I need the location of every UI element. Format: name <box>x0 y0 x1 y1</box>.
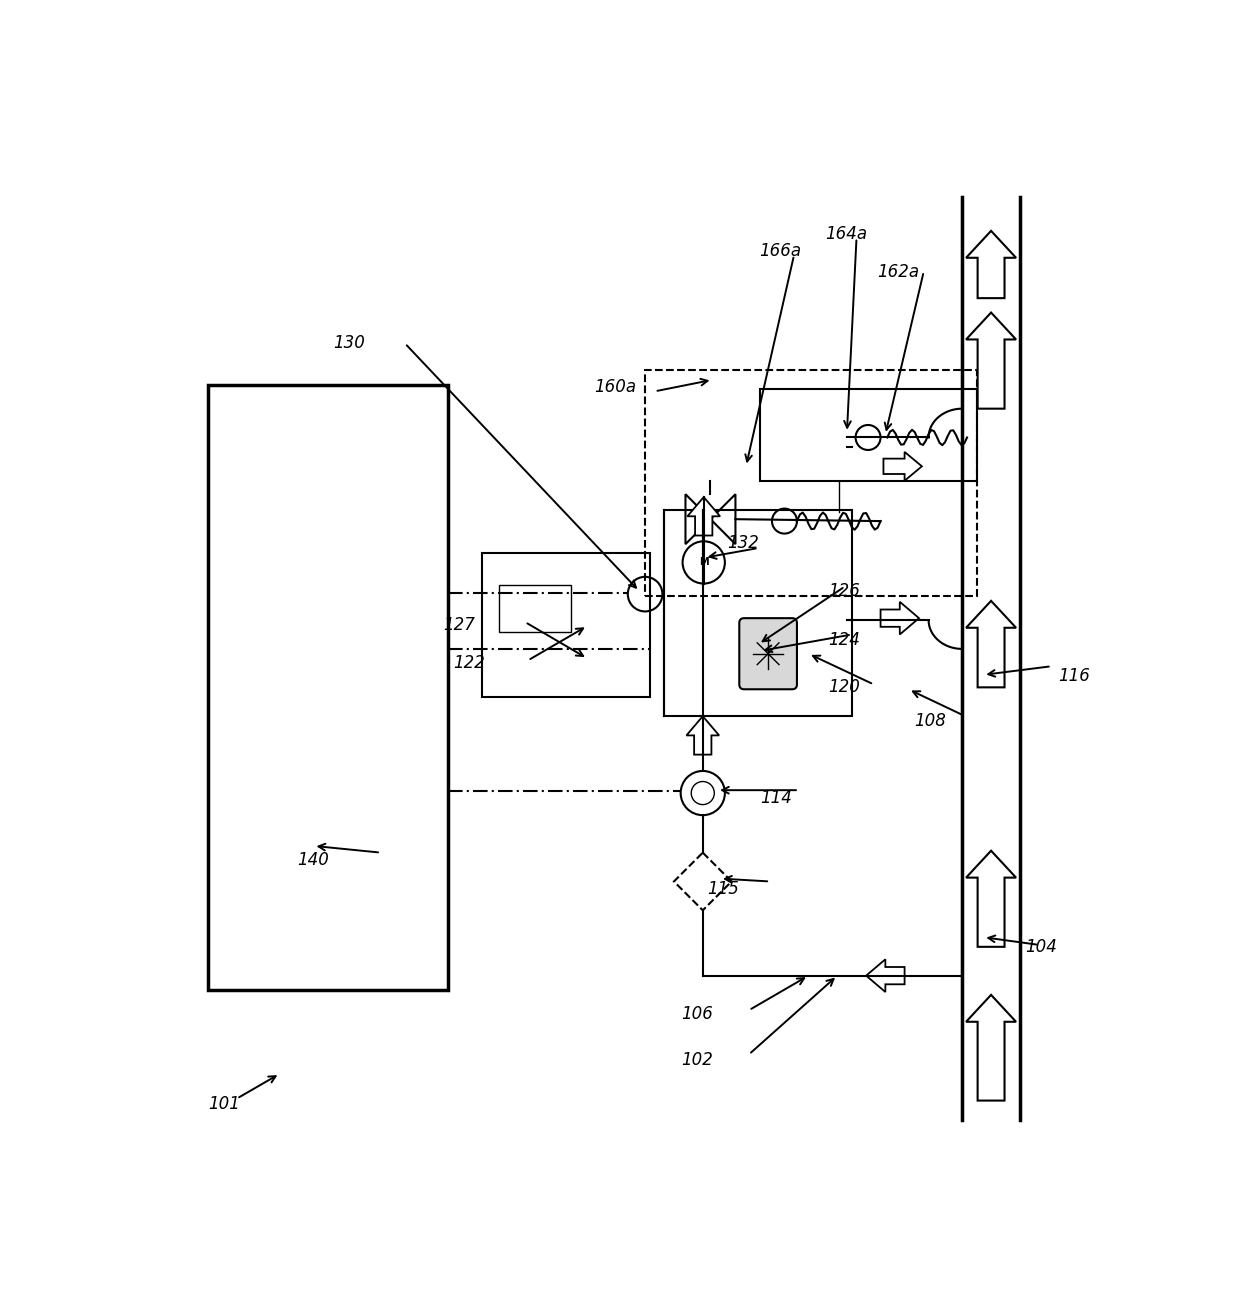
Text: 120: 120 <box>828 678 859 696</box>
Polygon shape <box>966 995 1016 1101</box>
Text: 140: 140 <box>298 852 329 870</box>
Text: 102: 102 <box>682 1051 713 1069</box>
Text: 164a: 164a <box>825 224 867 243</box>
Polygon shape <box>966 601 1016 687</box>
Text: 132: 132 <box>727 535 759 552</box>
Text: 130: 130 <box>332 334 365 352</box>
Polygon shape <box>883 452 921 481</box>
Polygon shape <box>880 602 919 635</box>
Bar <box>481 553 650 696</box>
Text: 122: 122 <box>453 655 485 673</box>
Text: 104: 104 <box>1024 938 1056 956</box>
Polygon shape <box>687 716 719 755</box>
Text: 162a: 162a <box>878 263 920 282</box>
Text: 115: 115 <box>708 880 739 898</box>
Polygon shape <box>687 497 720 536</box>
Text: 106: 106 <box>682 1005 713 1024</box>
Polygon shape <box>966 231 1016 299</box>
Bar <box>645 370 977 596</box>
Text: 114: 114 <box>760 789 792 807</box>
Polygon shape <box>866 960 905 992</box>
Text: 101: 101 <box>208 1095 239 1114</box>
Text: 166a: 166a <box>759 243 801 259</box>
Text: 124: 124 <box>828 631 859 649</box>
FancyBboxPatch shape <box>739 618 797 690</box>
Text: 116: 116 <box>1058 666 1090 685</box>
Polygon shape <box>966 313 1016 408</box>
Bar <box>208 385 448 990</box>
Bar <box>498 585 572 631</box>
Text: M: M <box>699 557 708 567</box>
Bar <box>665 510 852 716</box>
Polygon shape <box>966 850 1016 947</box>
Text: 108: 108 <box>914 712 946 730</box>
Text: 127: 127 <box>444 615 475 634</box>
Text: 160a: 160a <box>594 378 636 395</box>
Text: 126: 126 <box>828 583 859 600</box>
Bar <box>760 390 977 481</box>
